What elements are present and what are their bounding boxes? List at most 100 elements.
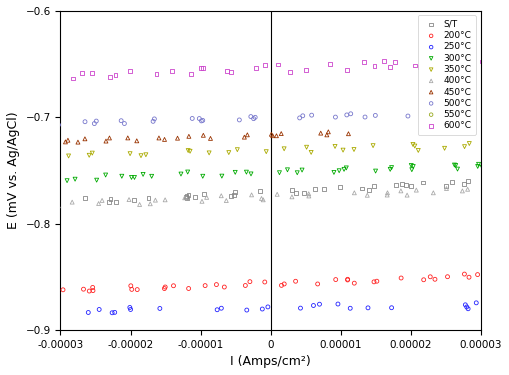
600°C (360, 59, 369, 65)
600°C (445, 60, 453, 66)
Y-axis label: E (mV vs. Ag/AgCl): E (mV vs. Ag/AgCl) (7, 111, 20, 229)
400°C (482, 188, 490, 194)
450°C (0, 138, 6, 144)
400°C (412, 187, 420, 193)
500°C (419, 111, 428, 117)
250°C (481, 300, 489, 306)
200°C (344, 277, 352, 283)
300°C (43, 176, 51, 182)
600°C (197, 65, 205, 71)
500°C (199, 117, 207, 123)
500°C (404, 113, 412, 119)
450°C (81, 136, 89, 142)
300°C (408, 167, 416, 173)
300°C (508, 159, 509, 165)
450°C (267, 131, 275, 137)
300°C (177, 171, 185, 177)
400°C (125, 196, 133, 202)
250°C (463, 304, 471, 310)
S/T (365, 187, 373, 193)
Legend: S/T, 200°C, 250°C, 300°C, 350°C, 400°C, 450°C, 500°C, 550°C, 600°C: S/T, 200°C, 250°C, 300°C, 350°C, 400°C, … (417, 15, 476, 135)
200°C (133, 286, 142, 292)
450°C (200, 132, 208, 138)
300°C (139, 171, 147, 177)
S/T (105, 199, 113, 205)
200°C (473, 272, 482, 278)
200°C (54, 290, 62, 296)
600°C (227, 69, 235, 75)
350°C (331, 143, 339, 149)
350°C (280, 146, 288, 152)
400°C (429, 190, 437, 196)
200°C (201, 283, 209, 289)
S/T (447, 179, 456, 185)
200°C (128, 286, 136, 292)
300°C (450, 162, 459, 168)
350°C (369, 142, 377, 148)
450°C (62, 139, 70, 145)
200°C (59, 287, 67, 293)
250°C (95, 306, 103, 312)
350°C (184, 147, 192, 153)
200°C (127, 283, 135, 289)
500°C (90, 121, 98, 127)
400°C (68, 199, 76, 205)
450°C (102, 138, 110, 144)
S/T (18, 199, 26, 205)
600°C (343, 68, 351, 74)
350°C (497, 140, 505, 146)
600°C (252, 64, 261, 70)
S/T (182, 194, 190, 200)
250°C (464, 306, 472, 312)
250°C (258, 306, 266, 312)
400°C (217, 193, 225, 199)
S/T (230, 192, 238, 198)
300°C (118, 173, 126, 179)
200°C (18, 285, 26, 291)
250°C (213, 307, 221, 313)
200°C (431, 276, 439, 282)
200°C (89, 288, 97, 294)
450°C (25, 141, 33, 147)
350°C (262, 148, 270, 154)
450°C (133, 138, 141, 144)
350°C (205, 150, 213, 156)
300°C (372, 168, 380, 174)
300°C (407, 162, 415, 168)
200°C (212, 282, 220, 288)
S/T (200, 191, 208, 197)
450°C (324, 129, 332, 135)
300°C (71, 176, 79, 182)
400°C (273, 191, 281, 197)
300°C (231, 170, 239, 176)
450°C (207, 135, 215, 141)
300°C (508, 161, 509, 167)
200°C (460, 271, 468, 277)
S/T (300, 190, 308, 196)
600°C (16, 72, 24, 78)
S/T (442, 183, 450, 189)
450°C (74, 139, 82, 145)
S/T (288, 187, 296, 193)
300°C (386, 166, 394, 172)
600°C (411, 63, 419, 69)
S/T (256, 188, 264, 194)
S/T (392, 182, 400, 188)
200°C (292, 278, 300, 284)
200°C (85, 288, 93, 294)
500°C (21, 123, 30, 129)
400°C (95, 201, 103, 207)
600°C (153, 71, 161, 77)
500°C (299, 113, 307, 119)
450°C (185, 134, 193, 140)
S/T (292, 190, 300, 196)
600°C (326, 61, 334, 67)
500°C (4, 124, 12, 130)
600°C (286, 69, 294, 75)
400°C (54, 203, 63, 209)
250°C (334, 301, 342, 307)
400°C (458, 188, 466, 194)
450°C (277, 130, 286, 136)
200°C (443, 274, 451, 280)
250°C (108, 310, 116, 316)
